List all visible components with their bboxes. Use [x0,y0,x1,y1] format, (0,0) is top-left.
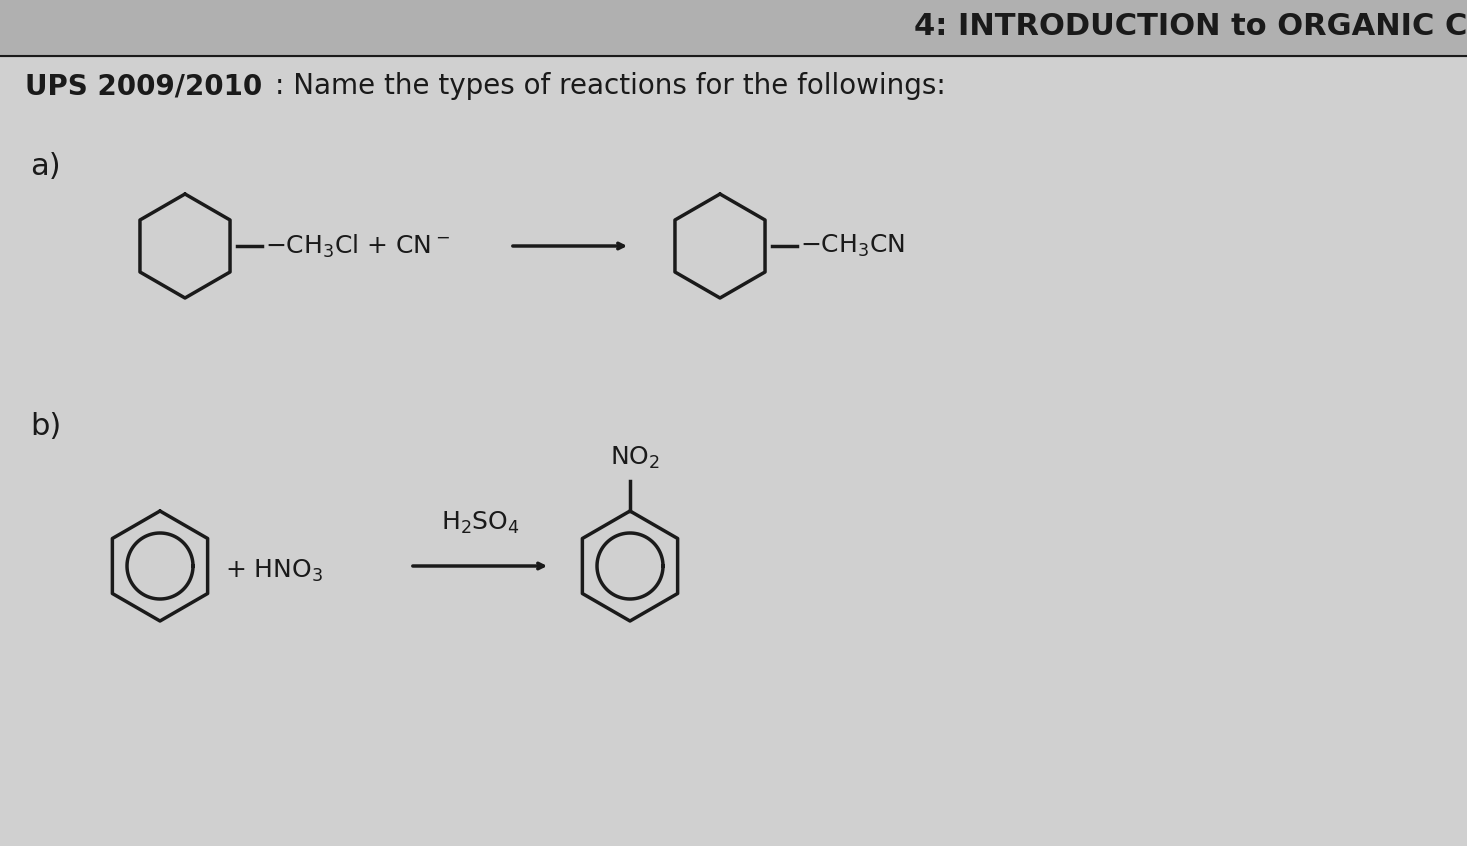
Text: H$_2$SO$_4$: H$_2$SO$_4$ [440,510,519,536]
Text: UPS 2009/2010: UPS 2009/2010 [25,72,263,100]
Text: 4: INTRODUCTION to ORGANIC C: 4: INTRODUCTION to ORGANIC C [914,12,1467,41]
Text: NO$_2$: NO$_2$ [610,445,660,471]
Text: $-$CH$_3$Cl + CN$^-$: $-$CH$_3$Cl + CN$^-$ [266,233,450,260]
Text: a): a) [29,151,60,180]
Text: b): b) [29,411,62,441]
Text: : Name the types of reactions for the followings:: : Name the types of reactions for the fo… [274,72,946,100]
Text: $-$CH$_3$CN: $-$CH$_3$CN [800,233,905,259]
Text: $+$ HNO$_3$: $+$ HNO$_3$ [224,558,323,584]
